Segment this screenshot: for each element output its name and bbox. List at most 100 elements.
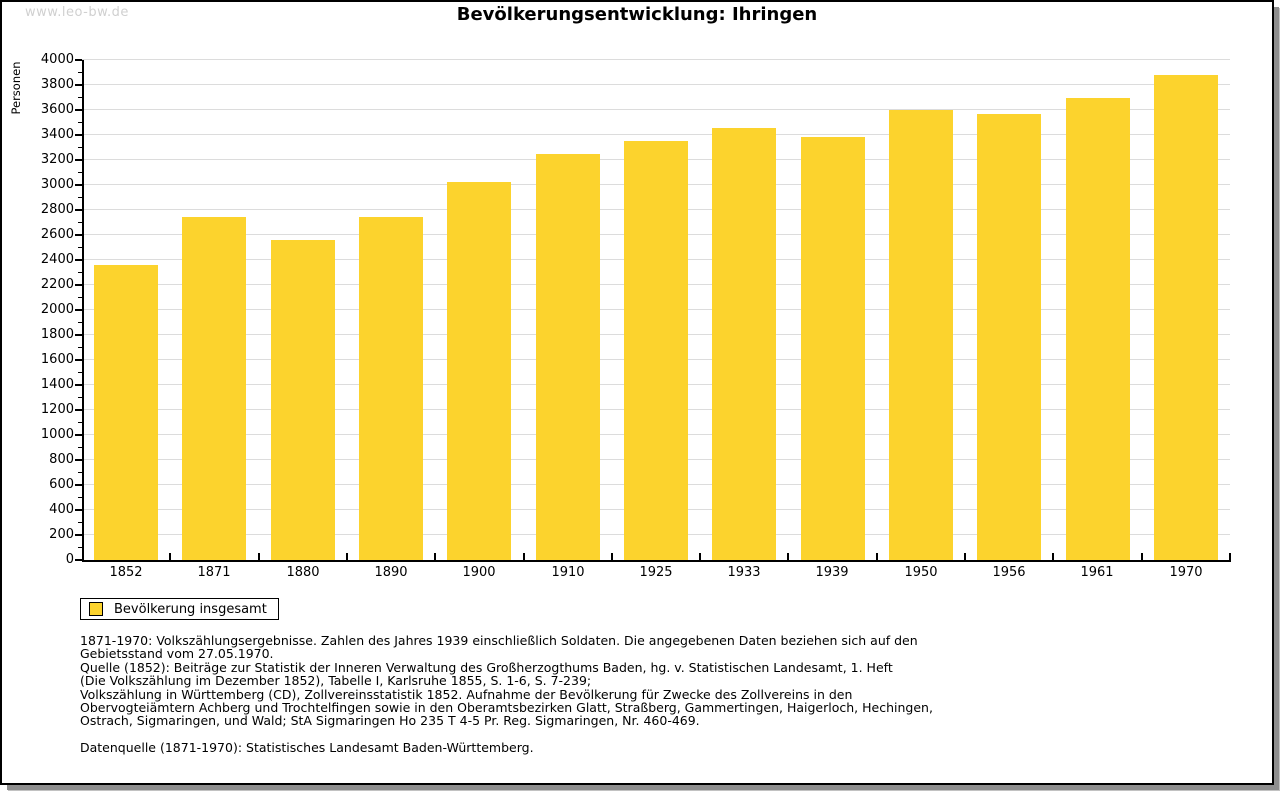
x-axis-tick-label: 1890	[374, 565, 408, 580]
y-axis-major-tick	[75, 409, 82, 411]
source-note-line: Obervogteiämtern Achberg und Trochtelfin…	[80, 700, 933, 716]
source-note-line: Volkszählung in Württemberg (CD), Zollve…	[80, 686, 853, 702]
footer-spacer	[80, 728, 1180, 741]
x-axis-tick-label: 1950	[904, 565, 938, 580]
y-axis-tick-label: 1600	[40, 352, 74, 367]
y-axis-major-tick	[75, 234, 82, 236]
source-note-line: Quelle (1852): Beiträge zur Statistik de…	[80, 659, 893, 675]
y-axis-minor-tick	[78, 471, 82, 473]
page-title: Bevölkerungsentwicklung: Ihringen	[456, 4, 818, 25]
y-axis-major-tick	[75, 434, 82, 436]
y-axis-minor-tick	[78, 146, 82, 148]
y-axis-tick-label: 1200	[40, 402, 74, 417]
y-axis-tick-label: 2400	[40, 252, 74, 267]
y-axis-minor-tick	[78, 546, 82, 548]
bar-1925	[624, 141, 688, 560]
source-note-line: (Die Volkszählung im Dezember 1852), Tab…	[80, 673, 592, 689]
y-axis-minor-tick	[78, 346, 82, 348]
y-axis-tick-label: 3200	[40, 152, 74, 167]
y-axis-major-tick	[75, 309, 82, 311]
y-axis-minor-tick	[78, 196, 82, 198]
x-axis-tick-label: 1961	[1080, 565, 1114, 580]
y-axis-major-tick	[75, 159, 82, 161]
y-axis-tick-label: 1400	[40, 377, 74, 392]
x-axis-tick	[876, 553, 878, 560]
bar-1970	[1154, 75, 1218, 560]
x-axis-line	[82, 560, 1231, 562]
y-axis-tick-label: 2200	[40, 277, 74, 292]
y-axis-line	[82, 60, 84, 562]
y-axis-tick-label: 600	[49, 477, 74, 492]
y-axis-major-tick	[75, 209, 82, 211]
y-axis-tick-label: 2600	[40, 227, 74, 242]
y-axis-major-tick	[75, 84, 82, 86]
y-axis-minor-tick	[78, 496, 82, 498]
y-axis-tick-label: 2000	[40, 302, 74, 317]
y-axis-tick-label: 0	[65, 552, 74, 567]
y-axis-major-tick	[75, 459, 82, 461]
bar-1950	[889, 110, 953, 560]
chart-canvas: www.leo-bw.de Bevölkerungsentwicklung: I…	[2, 2, 1272, 783]
y-axis-minor-tick	[78, 296, 82, 298]
y-axis-minor-tick	[78, 521, 82, 523]
y-axis-minor-tick	[78, 396, 82, 398]
x-axis-tick-label: 1970	[1169, 565, 1203, 580]
x-axis-tick	[787, 553, 789, 560]
legend-label: Bevölkerung insgesamt	[114, 601, 267, 617]
x-axis-tick-label: 1871	[197, 565, 231, 580]
x-axis-tick	[346, 553, 348, 560]
y-axis-tick-label: 400	[49, 502, 74, 517]
y-axis-tick-label: 800	[49, 452, 74, 467]
y-axis-minor-tick	[78, 421, 82, 423]
y-axis-minor-tick	[78, 71, 82, 73]
y-axis-major-tick	[75, 384, 82, 386]
source-note-line: 1871-1970: Volkszählungsergebnisse. Zahl…	[80, 633, 918, 648]
x-axis-tick	[1052, 553, 1054, 560]
y-axis-major-tick	[75, 534, 82, 536]
y-axis-tick-label: 200	[49, 527, 74, 542]
bar-1871	[182, 217, 246, 560]
y-axis-minor-tick	[78, 171, 82, 173]
gridline	[82, 84, 1230, 85]
gridline	[82, 59, 1230, 60]
legend-swatch-icon	[89, 602, 103, 616]
source-note-line: Gebietsstand vom 27.05.1970.	[80, 646, 274, 662]
y-axis-tick-label: 3000	[40, 177, 74, 192]
y-axis-major-tick	[75, 334, 82, 336]
y-axis-major-tick	[75, 484, 82, 486]
x-axis-tick-label: 1956	[992, 565, 1026, 580]
y-axis-major-tick	[75, 509, 82, 511]
datenquelle-line: Datenquelle (1871-1970): Statistisches L…	[80, 739, 534, 755]
x-axis-tick	[611, 553, 613, 560]
y-axis-tick-label: 3600	[40, 102, 74, 117]
x-axis-tick	[964, 553, 966, 560]
y-axis-minor-tick	[78, 446, 82, 448]
y-axis-tick-label: 2800	[40, 202, 74, 217]
x-axis-tick	[1141, 553, 1143, 560]
y-axis-tick-label: 1000	[40, 427, 74, 442]
y-axis-minor-tick	[78, 96, 82, 98]
x-axis-tick-label: 1852	[109, 565, 143, 580]
watermark-leo-bw: www.leo-bw.de	[25, 5, 129, 20]
y-axis-minor-tick	[78, 321, 82, 323]
x-axis-tick-label: 1900	[462, 565, 496, 580]
y-axis-tick-label: 4000	[40, 52, 74, 67]
bar-1939	[801, 137, 865, 560]
y-axis-minor-tick	[78, 246, 82, 248]
y-axis-major-tick	[75, 359, 82, 361]
y-axis-major-tick	[75, 184, 82, 186]
x-axis-tick	[169, 553, 171, 560]
x-axis-tick	[434, 553, 436, 560]
bar-1880	[271, 240, 335, 560]
x-axis-tick	[699, 553, 701, 560]
y-axis-title: Personen	[9, 61, 23, 115]
gridline	[82, 134, 1230, 135]
y-axis-tick-label: 3400	[40, 127, 74, 142]
y-axis-major-tick	[75, 284, 82, 286]
legend-box: Bevölkerung insgesamt	[80, 598, 279, 620]
x-axis-tick	[1229, 553, 1231, 560]
y-axis-tick-label: 3800	[40, 77, 74, 92]
x-axis-tick-label: 1910	[551, 565, 585, 580]
bar-1910	[536, 154, 600, 560]
y-axis-minor-tick	[78, 221, 82, 223]
